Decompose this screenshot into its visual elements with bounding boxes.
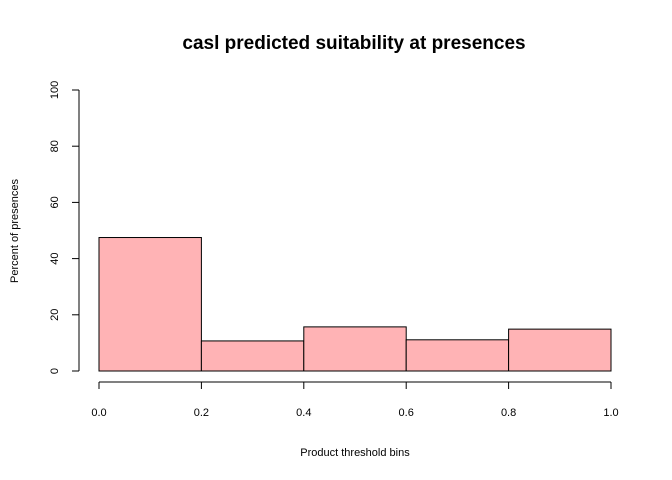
y-axis: 0 20 40 60 80 100	[49, 81, 80, 374]
x-axis: 0.0 0.2 0.4 0.6 0.8 1.0	[91, 381, 619, 419]
x-tick-label-3: 0.6	[399, 407, 414, 419]
y-tick-label-0: 0	[49, 368, 61, 374]
y-tick-label-1: 20	[49, 309, 61, 321]
x-tick-label-1: 0.2	[194, 407, 209, 419]
x-tick-label-0: 0.0	[91, 407, 106, 419]
bar-1	[200, 340, 305, 372]
bar-3	[405, 339, 510, 372]
chart-title: casl predicted suitability at presences	[182, 33, 525, 54]
bar-2	[303, 326, 407, 372]
bars-group	[98, 237, 612, 372]
bar-4	[508, 328, 612, 372]
y-tick-label-2: 40	[49, 252, 61, 264]
x-tick-label-5: 1.0	[603, 407, 618, 419]
y-tick-label-3: 60	[49, 196, 61, 208]
x-tick-label-4: 0.8	[501, 407, 516, 419]
y-tick-label-5: 100	[49, 81, 61, 99]
x-axis-label: Product threshold bins	[300, 447, 410, 459]
y-tick-label-4: 80	[49, 140, 61, 152]
x-tick-label-2: 0.4	[296, 407, 311, 419]
bar-0	[98, 237, 202, 372]
y-axis-label: Percent of presences	[9, 179, 21, 283]
